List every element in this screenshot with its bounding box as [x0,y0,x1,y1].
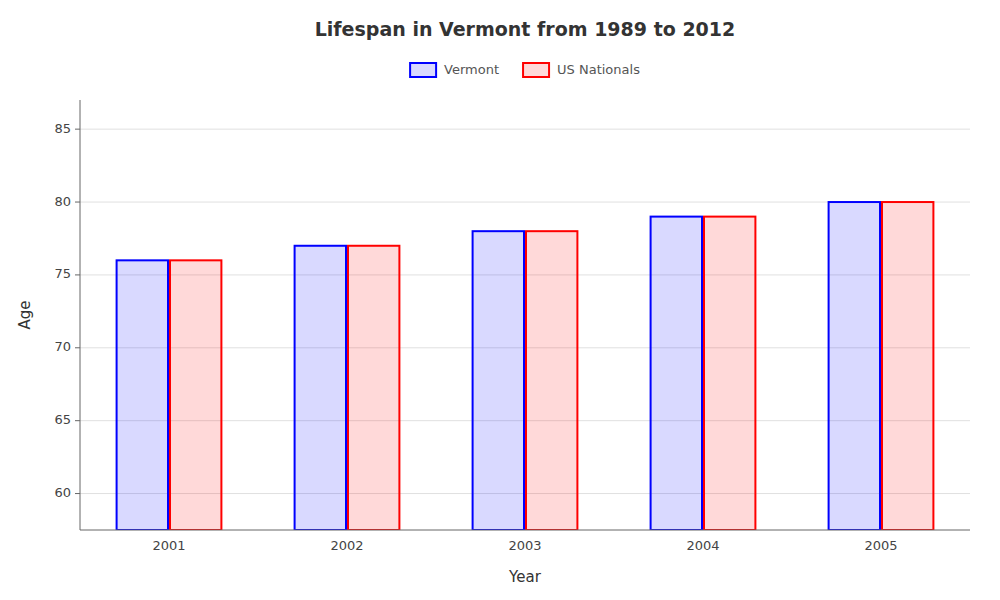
y-tick-label: 60 [54,485,71,500]
bar [651,217,702,530]
bar [295,246,346,530]
y-tick-label: 70 [54,339,71,354]
legend-swatch [410,63,436,77]
bar [348,246,399,530]
bar [473,231,524,530]
bar [526,231,577,530]
x-axis-line [80,530,970,531]
bar [704,217,755,530]
x-tick-label: 2003 [508,538,541,553]
legend-item: US Nationals [523,62,640,78]
legend: Vermont US Nationals [410,62,640,78]
grid-line [80,129,970,130]
chart-svg: 60 65 70 75 80 85 2001 2002 2003 2004 2005 Year Age L… [0,0,1000,600]
y-tick-label: 80 [54,194,71,209]
y-axis-label: Age [16,300,34,329]
y-tick-label: 85 [54,121,71,136]
y-tick-label: 65 [54,412,71,427]
legend-label: Vermont [444,62,499,77]
tick-mark [75,129,80,130]
tick-mark [75,202,80,203]
background [0,0,1000,600]
tick-mark [75,274,80,275]
legend-item: Vermont [410,62,499,78]
bar [170,260,221,530]
y-axis-line [80,100,81,530]
x-tick-label: 2004 [686,538,719,553]
bar [829,202,880,530]
bar [117,260,168,530]
tick-mark [75,493,80,494]
x-tick-label: 2005 [864,538,897,553]
x-tick-label: 2001 [152,538,185,553]
x-tick-label: 2002 [330,538,363,553]
bar [882,202,933,530]
legend-swatch [523,63,549,77]
title: Lifespan in Vermont from 1989 to 2012 [315,18,736,40]
bars [117,202,934,530]
tick-mark [75,420,80,421]
chart-container: 60 65 70 75 80 85 2001 2002 2003 2004 2005 Year Age L… [0,0,1000,600]
tick-mark [75,347,80,348]
x-axis-label: Year [508,568,542,586]
y-tick-label: 75 [54,266,71,281]
legend-label: US Nationals [557,62,640,77]
